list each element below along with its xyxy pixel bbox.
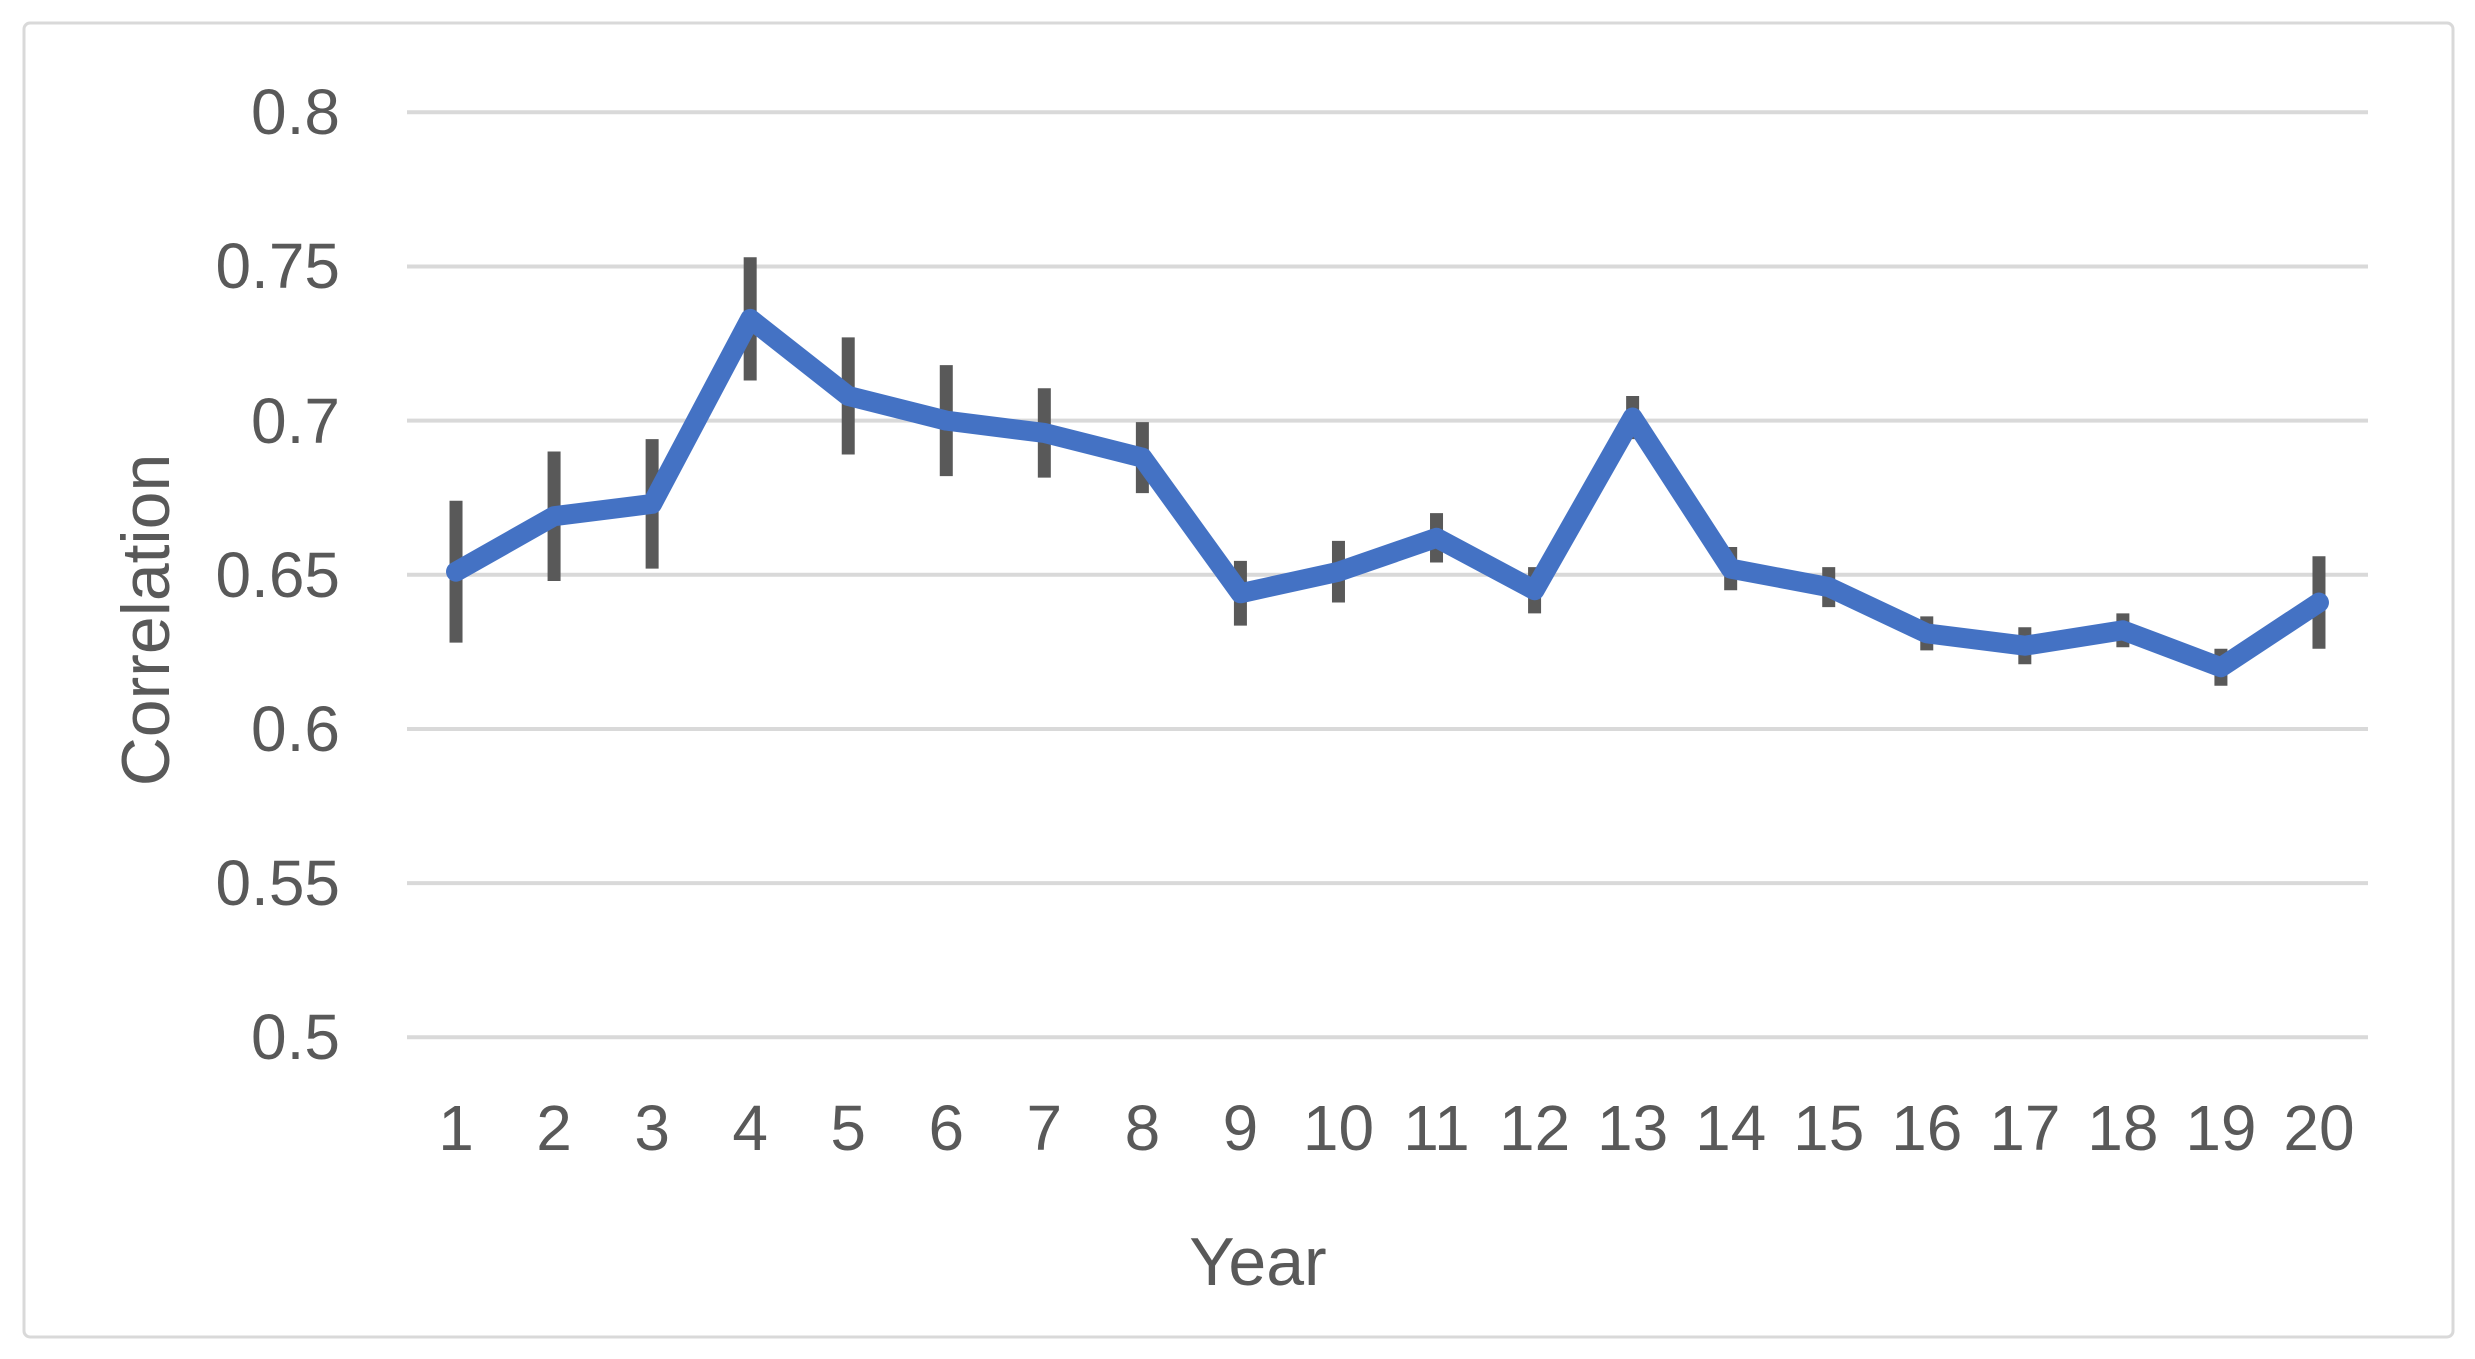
- y-tick-label: 0.5: [251, 1001, 340, 1074]
- y-tick-label: 0.75: [215, 230, 340, 303]
- x-tick-label: 18: [2087, 1092, 2159, 1164]
- x-tick-label: 10: [1302, 1092, 1375, 1164]
- x-tick-label: 3: [634, 1092, 670, 1164]
- x-tick-label: 5: [830, 1092, 867, 1164]
- x-tick-label: 1: [438, 1092, 474, 1164]
- x-axis-title: Year: [1189, 1224, 1327, 1300]
- x-tick-label: 7: [1026, 1092, 1063, 1164]
- x-tick-label: 2: [536, 1092, 572, 1164]
- x-tick-label: 17: [1989, 1092, 2061, 1164]
- x-tick-label: 4: [732, 1092, 768, 1164]
- x-tick-label: 20: [2283, 1092, 2355, 1164]
- y-tick-label: 0.7: [251, 384, 340, 457]
- x-tick-label: 9: [1222, 1092, 1259, 1164]
- x-tick-label: 16: [1891, 1092, 1963, 1164]
- x-tick-label: 15: [1793, 1092, 1865, 1164]
- y-tick-label: 0.55: [215, 847, 340, 920]
- x-tick-label: 12: [1498, 1092, 1571, 1164]
- y-tick-label: 0.8: [251, 76, 340, 149]
- x-tick-label: 6: [928, 1092, 965, 1164]
- x-tick-label: 19: [2185, 1092, 2257, 1164]
- x-tick-label: 8: [1124, 1092, 1161, 1164]
- y-axis-title: Correlation: [108, 453, 184, 787]
- x-tick-label: 14: [1695, 1092, 1767, 1164]
- chart-border: [22, 21, 2455, 1339]
- series-line: [446, 308, 2329, 678]
- y-tick-label: 0.6: [251, 692, 340, 765]
- x-tick-label: 11: [1403, 1092, 1470, 1164]
- x-tick-label: 13: [1597, 1092, 1669, 1164]
- y-tick-label: 0.65: [215, 538, 340, 611]
